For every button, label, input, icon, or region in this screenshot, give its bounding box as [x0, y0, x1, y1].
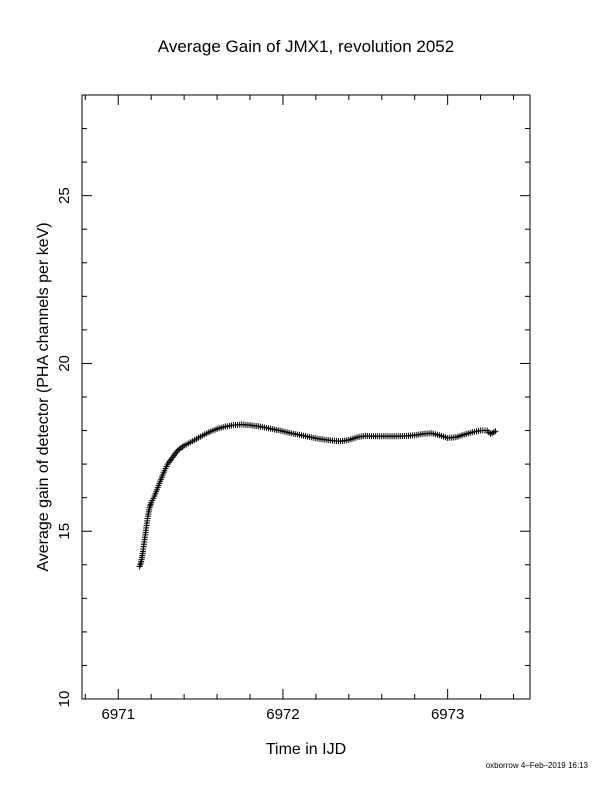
y-tick-label: 15: [56, 523, 73, 540]
x-axis-label: Time in IJD: [266, 741, 346, 758]
chart-title: Average Gain of JMX1, revolution 2052: [158, 37, 454, 56]
footer-credit: oxborrow 4–Feb–2019 16:13: [486, 761, 589, 770]
y-tick-label: 20: [56, 355, 73, 372]
data-points: [136, 421, 499, 570]
y-axis-label: Average gain of detector (PHA channels p…: [35, 222, 52, 571]
axis-ticks: 6971 6972 6973 10 15 20 25: [56, 94, 530, 723]
plot-frame: [81, 94, 531, 700]
y-tick-label: 10: [56, 691, 73, 708]
x-tick-label: 6971: [102, 706, 135, 723]
data-point: [492, 428, 499, 435]
y-tick-label: 25: [56, 187, 73, 204]
x-tick-label: 6972: [266, 706, 299, 723]
x-tick-label: 6973: [431, 706, 464, 723]
